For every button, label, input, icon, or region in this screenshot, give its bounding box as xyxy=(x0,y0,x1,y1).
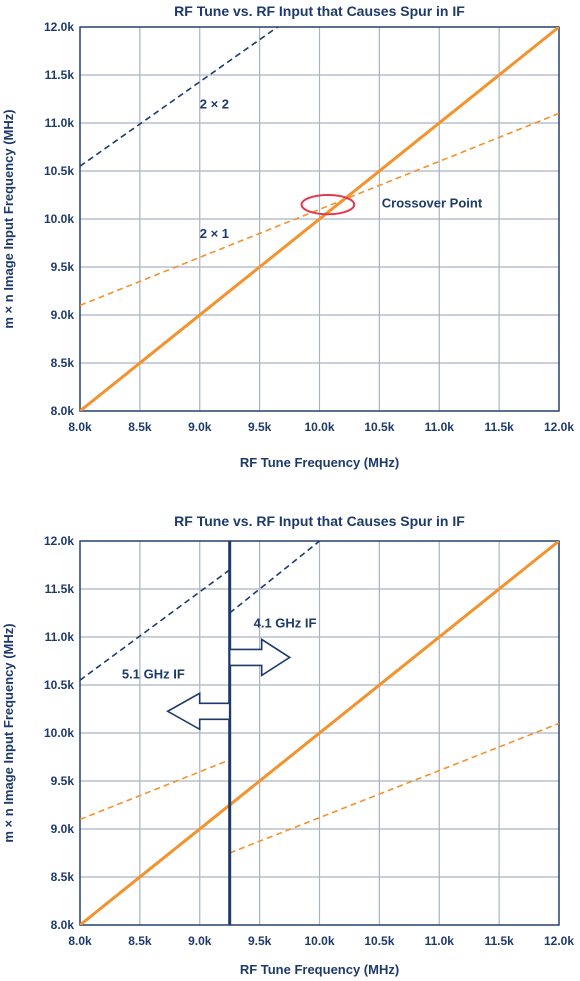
y-tick-label: 12.0k xyxy=(44,534,74,548)
y-tick-label: 11.5k xyxy=(45,68,75,82)
x-tick-label: 8.0k xyxy=(68,934,92,948)
annotation-label: 4.1 GHz IF xyxy=(254,615,317,630)
x-tick-label: 8.5k xyxy=(128,934,152,948)
arrow-left-icon xyxy=(166,691,231,731)
series-line-dashed xyxy=(80,569,231,681)
x-tick-label: 10.5k xyxy=(364,934,394,948)
annotation-label: Crossover Point xyxy=(382,195,483,210)
y-tick-label: 9.0k xyxy=(51,822,75,836)
y-tick-label: 9.5k xyxy=(51,774,75,788)
y-tick-label: 11.0k xyxy=(45,630,75,644)
y-tick-label: 10.5k xyxy=(44,164,74,178)
y-tick-label: 10.0k xyxy=(44,726,74,740)
chart-title: RF Tune vs. RF Input that Causes Spur in… xyxy=(174,3,465,19)
chart-title: RF Tune vs. RF Input that Causes Spur in… xyxy=(174,513,465,529)
arrow-right-icon xyxy=(228,637,292,677)
series-line-dashed xyxy=(80,759,230,821)
series-line-dashed xyxy=(229,722,559,854)
x-tick-label: 9.0k xyxy=(188,420,212,434)
y-tick-label: 11.5k xyxy=(45,582,75,596)
x-tick-label: 9.5k xyxy=(248,420,272,434)
annotation-label: 2 × 2 xyxy=(200,97,229,112)
series-line-dashed xyxy=(80,112,559,307)
y-tick-label: 8.0k xyxy=(51,404,75,418)
series-line-solid xyxy=(80,541,559,925)
x-tick-label: 10.0k xyxy=(304,934,334,948)
y-axis-label: m × n Image Input Frequency (MHz) xyxy=(1,623,16,842)
annotation-label: 2 × 1 xyxy=(200,226,229,241)
series-group xyxy=(80,541,559,925)
x-tick-label: 9.5k xyxy=(248,934,272,948)
y-axis-label: m × n Image Input Frequency (MHz) xyxy=(1,109,16,328)
y-tick-label: 11.0k xyxy=(45,116,75,130)
x-tick-label: 11.5k xyxy=(484,934,514,948)
x-axis-label: RF Tune Frequency (MHz) xyxy=(240,962,399,977)
y-tick-label: 8.5k xyxy=(51,870,75,884)
plot-frame xyxy=(79,26,560,412)
y-tick-label: 10.0k xyxy=(44,212,74,226)
x-tick-label: 9.0k xyxy=(188,934,212,948)
y-tick-label: 9.5k xyxy=(51,260,75,274)
x-tick-label: 11.0k xyxy=(425,420,455,434)
y-tick-label: 12.0k xyxy=(44,20,74,34)
x-tick-label: 10.0k xyxy=(304,420,334,434)
series-line-dashed xyxy=(80,27,279,167)
x-tick-label: 8.5k xyxy=(128,420,152,434)
chart-1: RF Tune vs. RF Input that Causes Spur in… xyxy=(1,3,574,470)
annotation-label: 5.1 GHz IF xyxy=(122,666,185,681)
x-tick-label: 8.0k xyxy=(68,420,92,434)
chart-2: RF Tune vs. RF Input that Causes Spur in… xyxy=(1,513,574,977)
x-axis-label: RF Tune Frequency (MHz) xyxy=(240,455,399,470)
x-tick-label: 10.5k xyxy=(364,420,394,434)
y-tick-label: 8.5k xyxy=(51,356,75,370)
series-group xyxy=(80,27,559,411)
x-tick-label: 12.0k xyxy=(544,934,574,948)
crossover-ellipse xyxy=(300,194,356,216)
series-line-solid xyxy=(80,27,559,411)
x-tick-label: 12.0k xyxy=(544,420,574,434)
x-tick-label: 11.0k xyxy=(425,934,455,948)
series-line-dashed xyxy=(229,541,321,614)
x-tick-label: 11.5k xyxy=(484,420,514,434)
y-tick-label: 8.0k xyxy=(51,918,75,932)
y-tick-label: 10.5k xyxy=(44,678,74,692)
y-tick-label: 9.0k xyxy=(51,308,75,322)
